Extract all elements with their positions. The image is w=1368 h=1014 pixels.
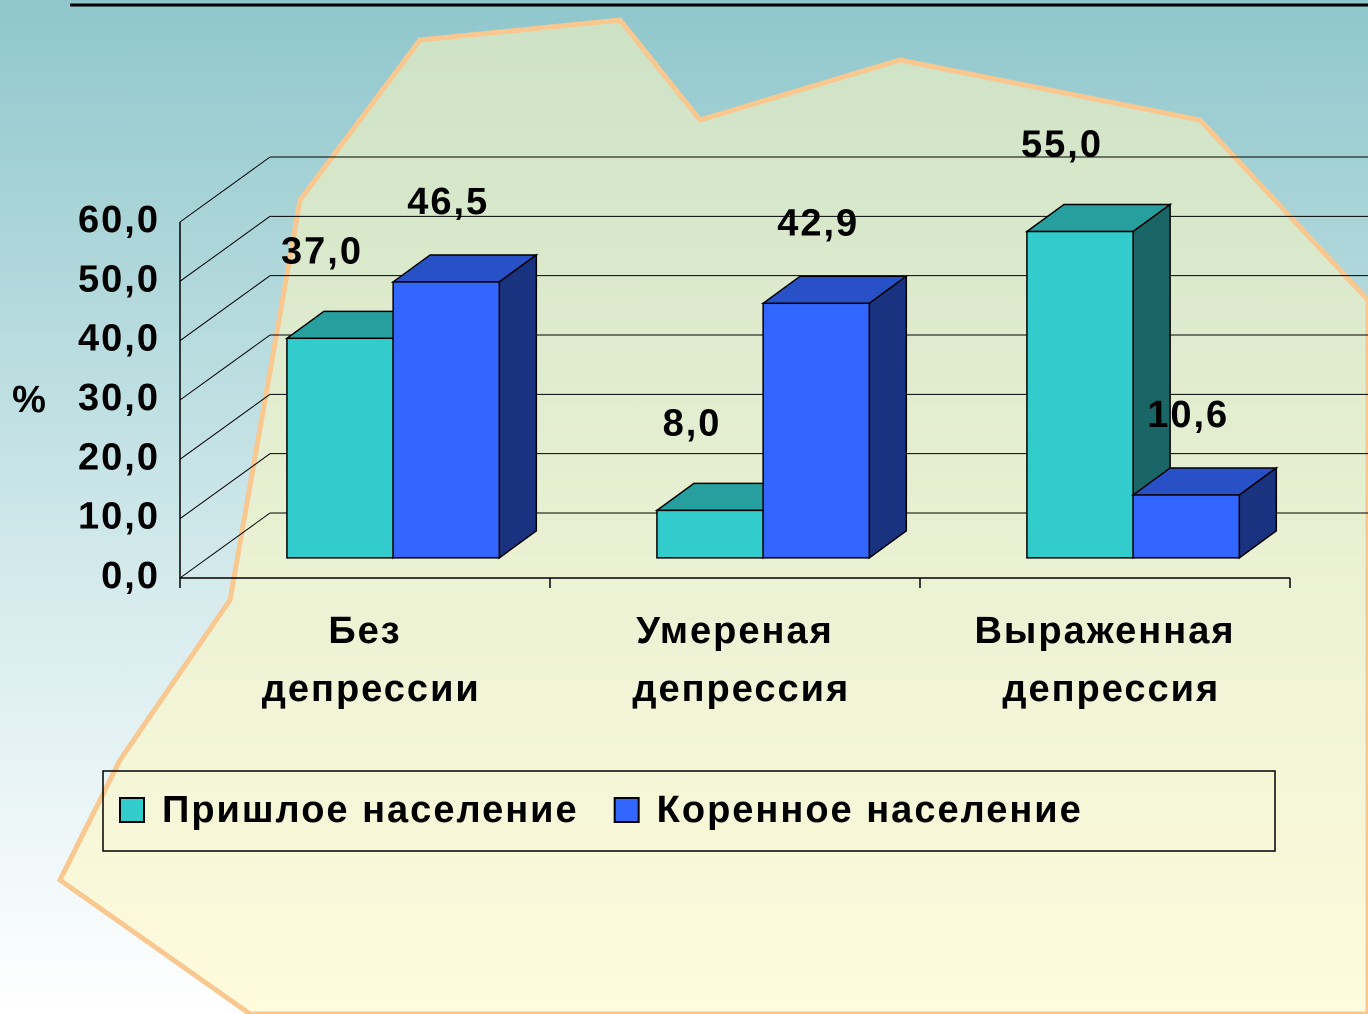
grid-line <box>179 156 271 223</box>
bar <box>656 509 764 559</box>
bar-side <box>868 274 908 560</box>
value-label: 46,5 <box>407 181 489 223</box>
legend-label: Коренное население <box>657 789 1083 831</box>
value-label: 55,0 <box>1021 124 1103 166</box>
x-tick-label: Умереная депрессия <box>620 610 850 710</box>
bar <box>1026 230 1134 559</box>
x-tick-label: Без депрессии <box>249 610 481 710</box>
y-axis-label: % <box>12 379 48 421</box>
value-label: 37,0 <box>281 230 363 272</box>
grid-line <box>179 393 271 460</box>
legend-swatch <box>119 797 145 823</box>
grid-line <box>179 453 271 520</box>
value-label: 10,6 <box>1147 394 1229 436</box>
legend-swatch <box>613 797 640 823</box>
value-label: 8,0 <box>663 402 722 444</box>
legend <box>102 770 1276 852</box>
x-tick-label: Выраженная депрессия <box>974 610 1235 710</box>
y-tick-label: 60,0 <box>78 199 160 241</box>
y-tick-label: 40,0 <box>78 318 160 360</box>
y-tick-label: 10,0 <box>78 496 160 538</box>
grid-line <box>179 512 271 579</box>
bar <box>392 281 501 559</box>
legend-label: Пришлое население <box>162 789 579 831</box>
bar <box>762 302 871 559</box>
grid-line <box>179 334 271 401</box>
y-tick-label: 0,0 <box>101 555 160 597</box>
grid-line <box>179 275 271 342</box>
value-label: 42,9 <box>777 202 859 244</box>
grid-line <box>179 215 271 282</box>
y-tick-label: 20,0 <box>78 436 160 478</box>
bar <box>286 337 394 559</box>
y-tick-label: 50,0 <box>78 258 160 300</box>
y-tick-label: 30,0 <box>78 377 160 419</box>
bar <box>1132 494 1241 559</box>
bar-side <box>498 253 538 560</box>
